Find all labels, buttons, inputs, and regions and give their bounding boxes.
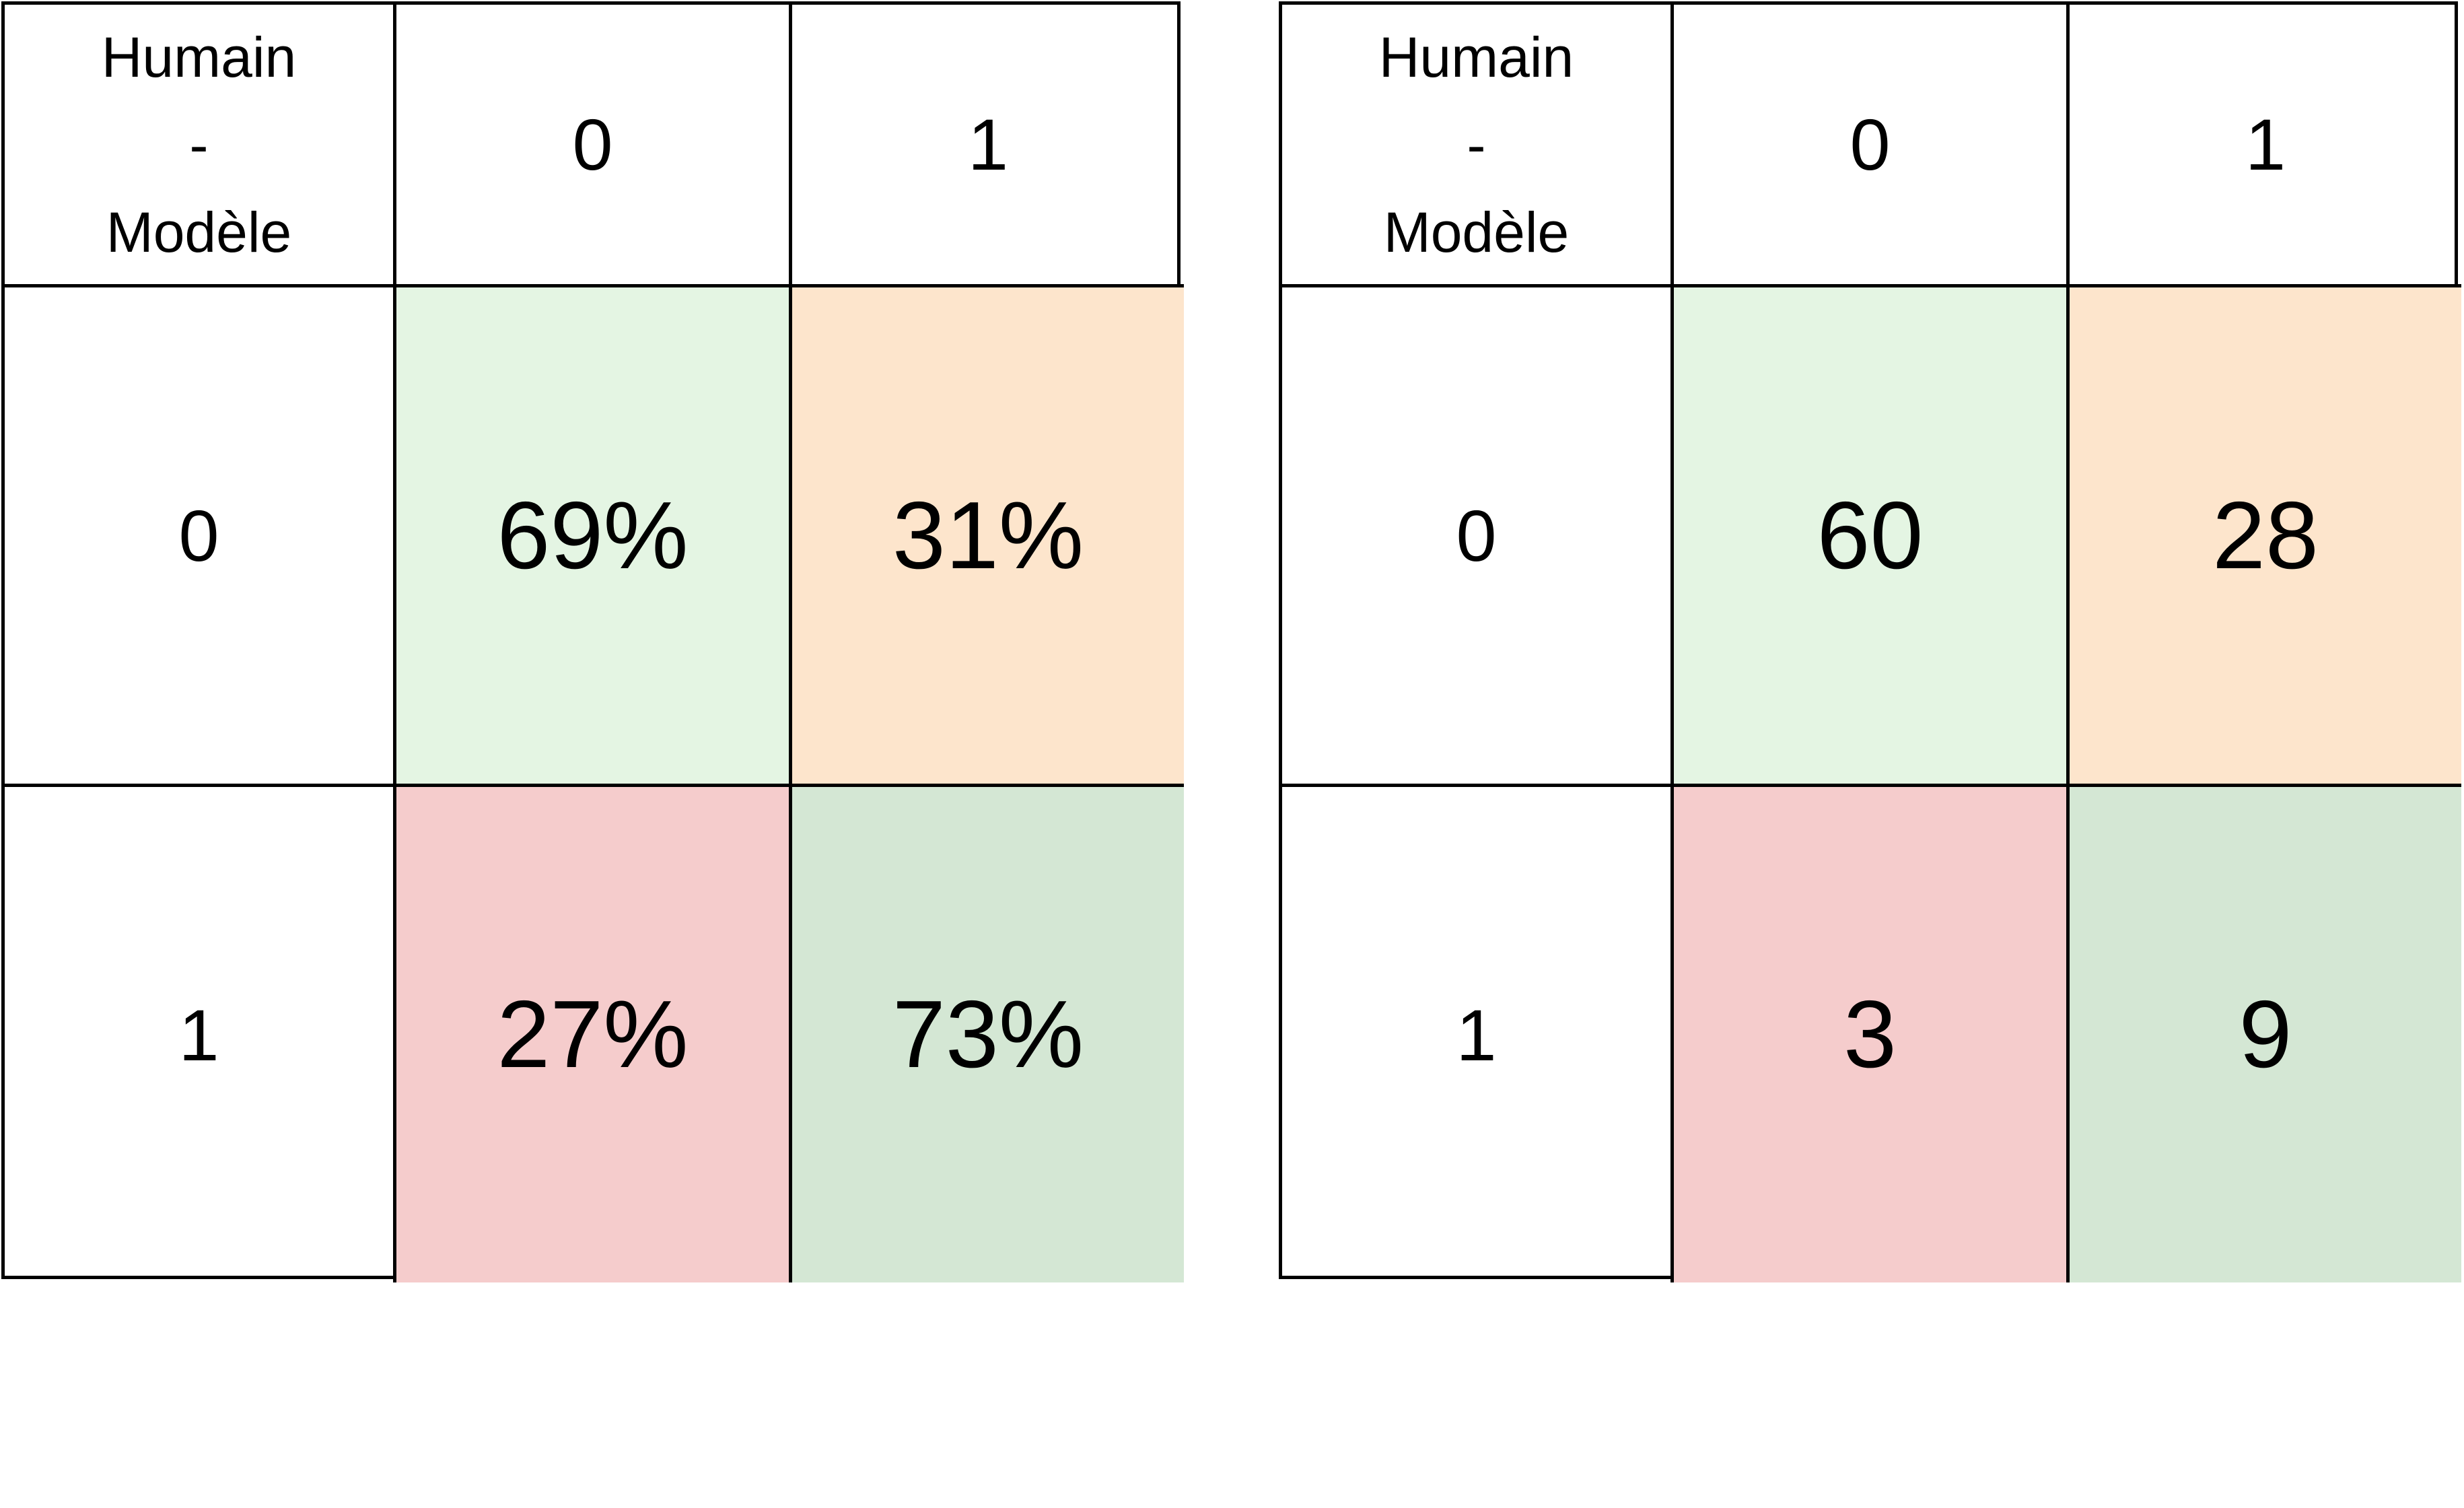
corner-header: Humain - Modèle bbox=[5, 5, 396, 287]
corner-line-3: Modèle bbox=[1383, 200, 1570, 264]
cell-false-negative: 27% bbox=[396, 787, 792, 1282]
row-header-1: 1 bbox=[5, 787, 396, 1282]
cell-true-positive: 9 bbox=[2070, 787, 2461, 1282]
cell-true-negative: 60 bbox=[1674, 287, 2070, 787]
column-header-1: 1 bbox=[792, 5, 1184, 287]
row-header-0: 0 bbox=[1282, 287, 1674, 787]
corner-line-1: Humain bbox=[101, 25, 297, 89]
cell-true-negative: 69% bbox=[396, 287, 792, 787]
column-header-0: 0 bbox=[1674, 5, 2070, 287]
column-header-0: 0 bbox=[396, 5, 792, 287]
cell-false-positive: 31% bbox=[792, 287, 1184, 787]
cell-false-positive: 28 bbox=[2070, 287, 2461, 787]
corner-line-2: - bbox=[189, 112, 209, 176]
column-header-1: 1 bbox=[2070, 5, 2461, 287]
cell-false-negative: 3 bbox=[1674, 787, 2070, 1282]
corner-line-3: Modèle bbox=[106, 200, 292, 264]
cell-true-positive: 73% bbox=[792, 787, 1184, 1282]
confusion-matrix-counts: Humain - Modèle 0 1 0 60 28 1 3 9 bbox=[1279, 1, 2461, 1282]
row-header-0: 0 bbox=[5, 287, 396, 787]
row-header-1: 1 bbox=[1282, 787, 1674, 1282]
corner-line-1: Humain bbox=[1378, 25, 1574, 89]
confusion-matrix-percent: Humain - Modèle 0 1 0 69% 31% 1 27% 73% bbox=[1, 1, 1184, 1282]
corner-header: Humain - Modèle bbox=[1282, 5, 1674, 287]
corner-line-2: - bbox=[1467, 112, 1486, 176]
